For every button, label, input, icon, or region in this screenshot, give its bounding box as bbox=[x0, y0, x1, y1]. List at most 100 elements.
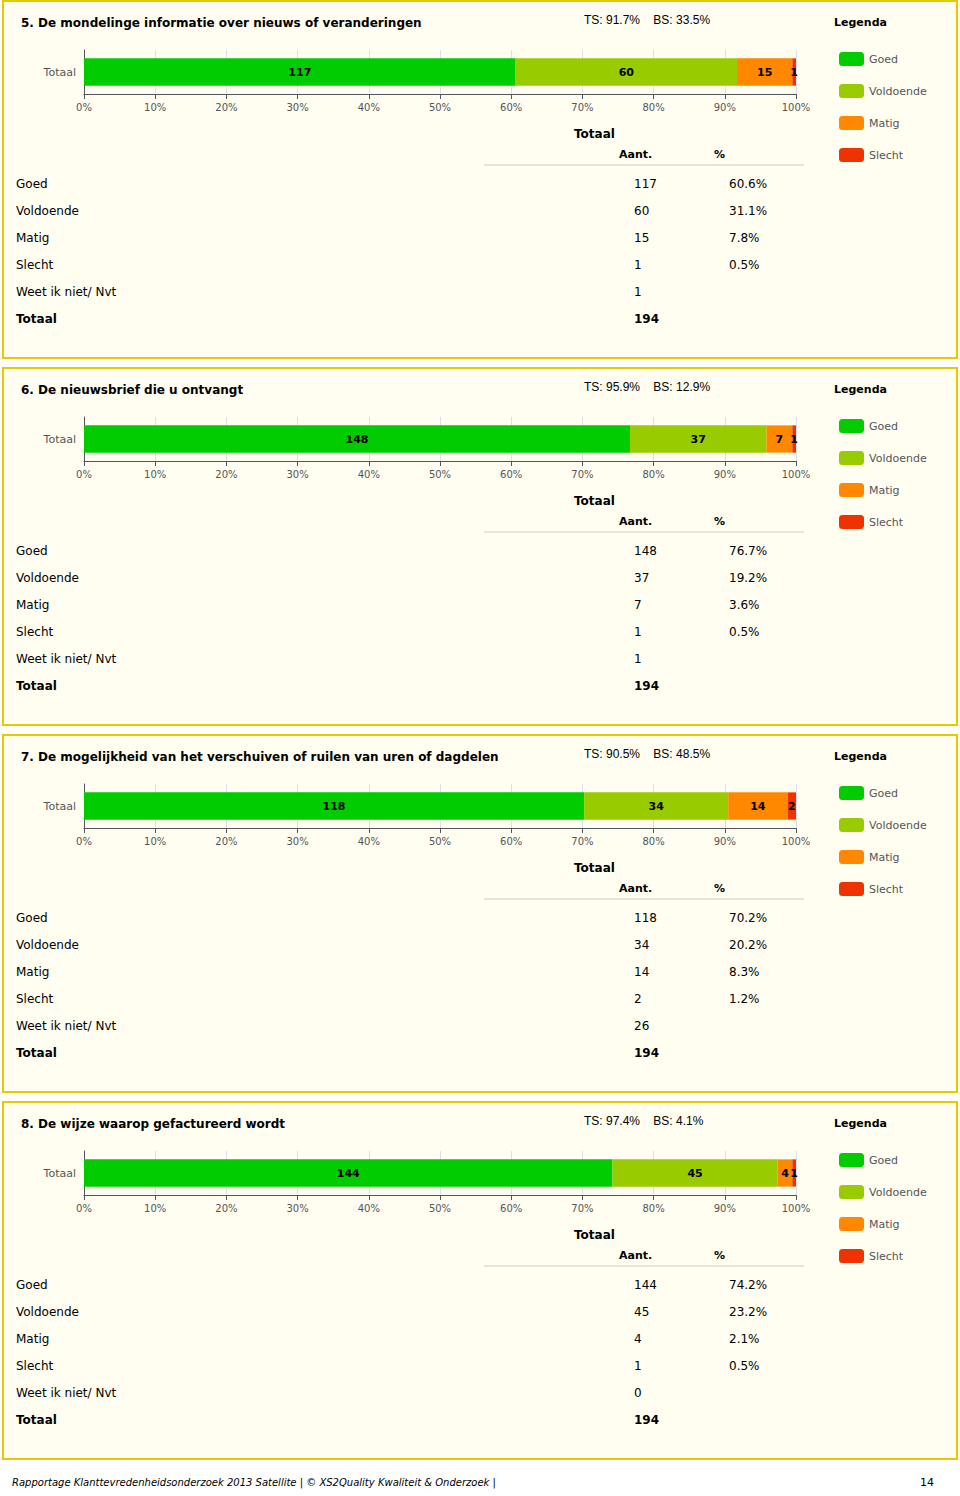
svg-text:60: 60 bbox=[634, 204, 649, 218]
svg-text:40%: 40% bbox=[358, 1203, 380, 1214]
svg-text:37: 37 bbox=[691, 433, 706, 446]
svg-text:%: % bbox=[714, 1249, 725, 1262]
svg-text:Legenda: Legenda bbox=[834, 383, 887, 396]
svg-text:Goed: Goed bbox=[869, 1154, 898, 1167]
svg-text:Voldoende: Voldoende bbox=[869, 819, 927, 832]
svg-text:70%: 70% bbox=[571, 469, 593, 480]
svg-text:50%: 50% bbox=[429, 469, 451, 480]
svg-text:1: 1 bbox=[634, 285, 642, 299]
svg-text:50%: 50% bbox=[429, 836, 451, 847]
svg-text:118: 118 bbox=[634, 911, 657, 925]
svg-text:Totaal: Totaal bbox=[16, 312, 57, 326]
svg-text:144: 144 bbox=[634, 1278, 657, 1292]
svg-text:70%: 70% bbox=[571, 1203, 593, 1214]
svg-text:80%: 80% bbox=[642, 469, 664, 480]
svg-text:80%: 80% bbox=[642, 102, 664, 113]
svg-text:Totaal: Totaal bbox=[16, 1046, 57, 1060]
svg-text:194: 194 bbox=[634, 1413, 659, 1427]
svg-text:70%: 70% bbox=[571, 102, 593, 113]
svg-text:1: 1 bbox=[790, 1167, 798, 1180]
svg-text:Voldoende: Voldoende bbox=[869, 452, 927, 465]
svg-text:Slecht: Slecht bbox=[16, 258, 54, 272]
svg-text:Totaal: Totaal bbox=[43, 433, 76, 446]
svg-text:0.5%: 0.5% bbox=[729, 258, 760, 272]
svg-text:90%: 90% bbox=[714, 836, 736, 847]
svg-text:Voldoende: Voldoende bbox=[16, 571, 79, 585]
svg-text:Weet ik niet/ Nvt: Weet ik niet/ Nvt bbox=[16, 652, 117, 666]
svg-text:TS: 91.7% BS: 33.5%: TS: 91.7% BS: 33.5% bbox=[584, 13, 710, 27]
svg-text:20%: 20% bbox=[215, 1203, 237, 1214]
svg-text:Matig: Matig bbox=[869, 484, 900, 497]
svg-text:6. De nieuwsbrief die u ontvan: 6. De nieuwsbrief die u ontvangt bbox=[21, 383, 243, 397]
svg-text:40%: 40% bbox=[358, 102, 380, 113]
svg-text:Weet ik niet/ Nvt: Weet ik niet/ Nvt bbox=[16, 285, 117, 299]
svg-text:23.2%: 23.2% bbox=[729, 1305, 767, 1319]
svg-text:Aant.: Aant. bbox=[619, 515, 652, 528]
svg-text:45: 45 bbox=[687, 1167, 702, 1180]
svg-text:34: 34 bbox=[648, 800, 664, 813]
svg-text:Matig: Matig bbox=[16, 965, 49, 979]
svg-text:1: 1 bbox=[790, 66, 798, 79]
svg-text:Matig: Matig bbox=[869, 851, 900, 864]
svg-text:20%: 20% bbox=[215, 469, 237, 480]
svg-text:80%: 80% bbox=[642, 1203, 664, 1214]
svg-text:5. De mondelinge informatie ov: 5. De mondelinge informatie over nieuws … bbox=[21, 16, 422, 30]
svg-text:10%: 10% bbox=[144, 1203, 166, 1214]
svg-text:TS: 90.5% BS: 48.5%: TS: 90.5% BS: 48.5% bbox=[584, 747, 710, 761]
svg-text:Totaal: Totaal bbox=[43, 800, 76, 813]
svg-text:148: 148 bbox=[634, 544, 657, 558]
svg-text:194: 194 bbox=[634, 312, 659, 326]
svg-text:Aant.: Aant. bbox=[619, 882, 652, 895]
svg-text:0.5%: 0.5% bbox=[729, 1359, 760, 1373]
svg-text:Weet ik niet/ Nvt: Weet ik niet/ Nvt bbox=[16, 1386, 117, 1400]
svg-text:8.3%: 8.3% bbox=[729, 965, 760, 979]
svg-text:Totaal: Totaal bbox=[43, 1167, 76, 1180]
svg-text:26: 26 bbox=[634, 1019, 649, 1033]
svg-text:20%: 20% bbox=[215, 102, 237, 113]
svg-text:7: 7 bbox=[776, 433, 784, 446]
svg-text:34: 34 bbox=[634, 938, 649, 952]
svg-text:Voldoende: Voldoende bbox=[16, 938, 79, 952]
svg-text:80%: 80% bbox=[642, 836, 664, 847]
svg-text:20%: 20% bbox=[215, 836, 237, 847]
svg-text:15: 15 bbox=[634, 231, 649, 245]
svg-text:1.2%: 1.2% bbox=[729, 992, 760, 1006]
svg-text:1: 1 bbox=[634, 625, 642, 639]
svg-text:60%: 60% bbox=[500, 102, 522, 113]
svg-text:148: 148 bbox=[346, 433, 369, 446]
svg-text:14: 14 bbox=[634, 965, 649, 979]
svg-text:90%: 90% bbox=[714, 469, 736, 480]
svg-text:1: 1 bbox=[634, 258, 642, 272]
svg-text:Goed: Goed bbox=[869, 420, 898, 433]
svg-text:90%: 90% bbox=[714, 1203, 736, 1214]
svg-text:194: 194 bbox=[634, 679, 659, 693]
svg-text:1: 1 bbox=[634, 1359, 642, 1373]
svg-text:45: 45 bbox=[634, 1305, 649, 1319]
svg-text:4: 4 bbox=[781, 1167, 789, 1180]
svg-text:Legenda: Legenda bbox=[834, 750, 887, 763]
svg-text:2: 2 bbox=[634, 992, 642, 1006]
svg-text:0%: 0% bbox=[76, 1203, 92, 1214]
svg-text:50%: 50% bbox=[429, 102, 451, 113]
svg-text:30%: 30% bbox=[286, 469, 308, 480]
svg-text:0.5%: 0.5% bbox=[729, 625, 760, 639]
svg-text:Legenda: Legenda bbox=[834, 1117, 887, 1130]
svg-text:Slecht: Slecht bbox=[869, 149, 904, 162]
svg-text:Goed: Goed bbox=[16, 544, 48, 558]
svg-text:%: % bbox=[714, 882, 725, 895]
svg-text:0%: 0% bbox=[76, 102, 92, 113]
svg-text:%: % bbox=[714, 515, 725, 528]
svg-text:Goed: Goed bbox=[16, 1278, 48, 1292]
svg-text:60%: 60% bbox=[500, 469, 522, 480]
svg-text:Totaal: Totaal bbox=[574, 861, 615, 875]
svg-text:118: 118 bbox=[323, 800, 346, 813]
svg-text:7: 7 bbox=[634, 598, 642, 612]
svg-text:30%: 30% bbox=[286, 1203, 308, 1214]
svg-text:144: 144 bbox=[337, 1167, 360, 1180]
svg-text:Slecht: Slecht bbox=[16, 625, 54, 639]
svg-text:1: 1 bbox=[634, 652, 642, 666]
svg-text:Slecht: Slecht bbox=[869, 883, 904, 896]
svg-text:10%: 10% bbox=[144, 469, 166, 480]
svg-text:Slecht: Slecht bbox=[16, 1359, 54, 1373]
svg-text:31.1%: 31.1% bbox=[729, 204, 767, 218]
